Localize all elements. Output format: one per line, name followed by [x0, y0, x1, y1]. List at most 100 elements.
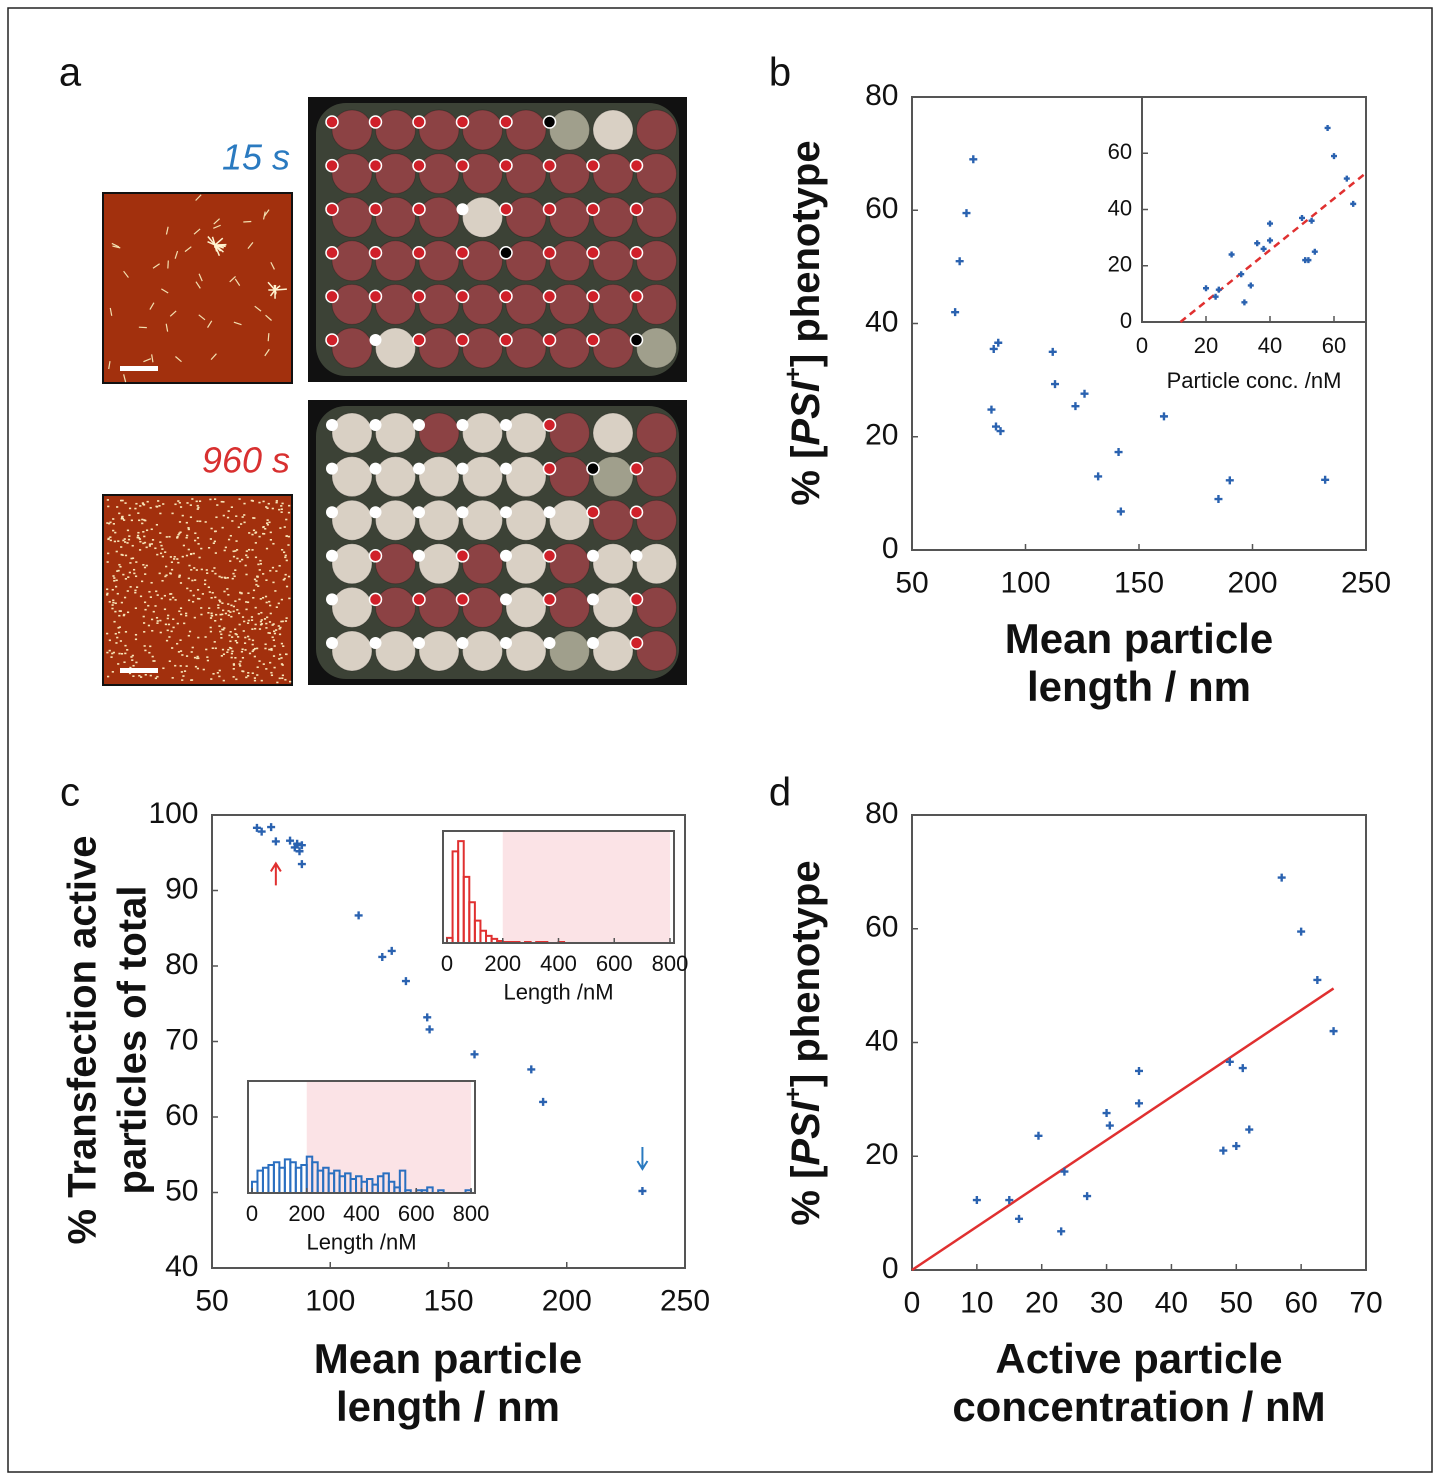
afm-particle [271, 636, 274, 639]
point [1321, 475, 1330, 484]
afm-particle [137, 512, 140, 514]
afm-particle [243, 521, 246, 524]
afm-particle [119, 610, 122, 612]
scale-bar [120, 668, 158, 673]
afm-particle [189, 504, 192, 506]
afm-particle [204, 521, 207, 523]
afm-particle [112, 651, 115, 654]
y-tick-label: 40 [165, 1250, 198, 1283]
point [996, 427, 1005, 436]
point [1331, 153, 1337, 160]
afm-particle [266, 519, 269, 521]
afm-particle [196, 520, 199, 523]
afm-particle [259, 563, 263, 565]
afm-particle [232, 663, 235, 665]
afm-particle [121, 517, 125, 520]
afm-particle [252, 596, 255, 599]
afm-particle [272, 542, 275, 545]
afm-particle [267, 632, 270, 634]
afm-particle [280, 598, 283, 601]
afm-particle [145, 546, 148, 549]
afm-particle [150, 581, 153, 584]
afm-particle [218, 575, 221, 578]
afm-particle [159, 512, 162, 515]
colony [418, 586, 460, 628]
afm-particle [280, 642, 283, 645]
afm-particle [141, 522, 144, 525]
colony-marker [499, 246, 513, 260]
colony-marker [326, 462, 338, 475]
afm-particle [196, 504, 199, 507]
afm-particle [154, 605, 157, 607]
colony-marker [455, 115, 470, 129]
afm-particle [154, 547, 157, 550]
afm-particle [123, 519, 126, 521]
afm-particle [227, 510, 230, 512]
afm-particle [140, 676, 143, 678]
afm-fibril [213, 218, 221, 225]
afm-particle [237, 612, 241, 615]
afm-cluster [269, 289, 276, 297]
colony-marker [586, 505, 600, 519]
afm-particle [142, 531, 145, 533]
afm-particle [227, 538, 231, 541]
afm-particle [190, 569, 193, 571]
colony-marker [542, 289, 557, 304]
afm-particle [185, 655, 189, 657]
point [1238, 271, 1245, 278]
afm-particle [108, 639, 111, 642]
label-part: PSI [784, 380, 828, 445]
colony-marker [325, 289, 339, 304]
afm-particle [159, 631, 162, 634]
afm-particle [258, 660, 261, 662]
afm-particle [262, 526, 265, 529]
afm-fibril [175, 356, 182, 363]
afm-particle [166, 629, 169, 632]
afm-particle [178, 521, 182, 523]
afm-particle [229, 640, 232, 643]
colony [462, 499, 503, 541]
colony [375, 196, 416, 238]
colony-marker [586, 289, 600, 304]
afm-particle [124, 541, 127, 543]
afm-particle [268, 632, 271, 634]
afm-particle [150, 618, 154, 621]
afm-particle [275, 606, 278, 609]
afm-particle [115, 579, 118, 582]
afm-particle [251, 549, 254, 551]
colony-marker [412, 115, 426, 129]
afm-particle [170, 630, 173, 633]
afm-particle [265, 601, 268, 604]
point [1034, 1131, 1043, 1140]
afm-particle [143, 541, 147, 544]
afm-particle [241, 670, 244, 672]
colony [505, 499, 547, 541]
afm-particle [136, 534, 140, 537]
afm-particle [244, 649, 247, 651]
colony [636, 327, 677, 369]
afm-particle [143, 601, 147, 604]
afm-particle [282, 578, 285, 581]
afm-particle [167, 623, 171, 626]
afm-particle [229, 631, 232, 633]
afm-particle [128, 514, 131, 517]
point [955, 257, 964, 266]
colony [331, 586, 373, 628]
afm-particle [114, 585, 118, 588]
x-tick-label: 40 [1155, 1286, 1188, 1319]
afm-particle [222, 653, 226, 656]
afm-particle [177, 561, 180, 564]
x-tick-label: 200 [1227, 566, 1277, 599]
afm-particle [194, 579, 197, 581]
afm-particle [219, 618, 223, 621]
afm-particle [113, 580, 116, 582]
afm-particle [221, 648, 225, 651]
afm-particle [255, 583, 258, 586]
colony-marker [542, 461, 557, 476]
afm-particle [132, 568, 136, 571]
afm-particle [150, 528, 153, 531]
afm-particle [221, 613, 224, 616]
afm-particle [271, 507, 274, 510]
afm-particle [254, 623, 257, 626]
afm-fibril [243, 220, 252, 223]
